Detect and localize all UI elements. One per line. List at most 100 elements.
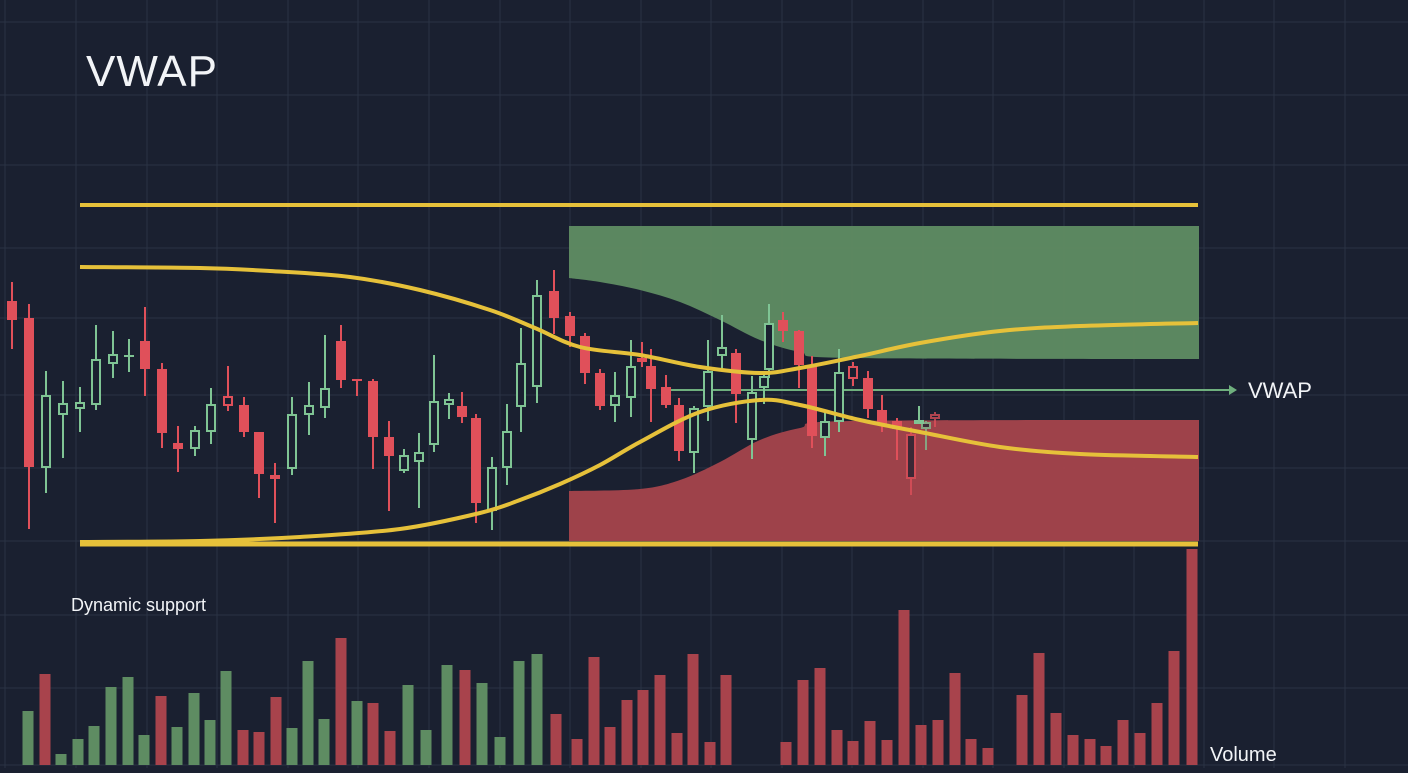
candle — [807, 356, 817, 448]
arrow-right-icon — [1229, 385, 1237, 395]
candle — [239, 397, 249, 437]
candle-body — [336, 341, 346, 380]
candle-body — [41, 395, 51, 468]
volume-bar — [949, 673, 961, 765]
volume-bar — [797, 680, 809, 765]
volume-bar — [494, 737, 506, 765]
candle-body — [930, 414, 940, 419]
candle-body — [610, 395, 620, 406]
candle-body — [820, 421, 830, 438]
candle — [270, 463, 280, 523]
volume-bar — [1186, 549, 1198, 765]
candle — [747, 376, 757, 459]
candle-body — [399, 455, 409, 471]
candle-body — [747, 392, 757, 440]
candle — [173, 426, 183, 472]
candle — [287, 397, 297, 475]
volume-bar — [1084, 739, 1096, 765]
candle-body — [689, 408, 699, 453]
volume-bar — [831, 730, 843, 765]
volume-bar — [384, 731, 396, 765]
candle — [610, 372, 620, 422]
candle — [661, 375, 671, 408]
candle-body — [384, 437, 394, 456]
volume-bar — [155, 696, 167, 765]
volume-bar — [335, 638, 347, 765]
candle-body — [457, 406, 467, 417]
volume-bar — [1067, 735, 1079, 765]
candle-body — [157, 369, 167, 433]
candle — [778, 312, 788, 342]
candle-body — [190, 430, 200, 449]
candle — [674, 398, 684, 461]
candle-body — [646, 366, 656, 389]
volume-bar — [367, 703, 379, 765]
candle-body — [429, 401, 439, 445]
dynamic-support-label: Dynamic support — [71, 595, 207, 615]
candle-body — [778, 320, 788, 331]
volume-bar — [588, 657, 600, 765]
candle-body — [352, 379, 362, 381]
candle — [502, 404, 512, 485]
candle — [91, 325, 101, 410]
candle-body — [848, 366, 858, 379]
candle — [930, 412, 940, 427]
volume-bar — [88, 726, 100, 765]
volume-bar — [687, 654, 699, 765]
candle-body — [906, 434, 916, 479]
candle-body — [794, 331, 804, 365]
candle-body — [287, 414, 297, 469]
candle — [384, 421, 394, 511]
candle-body — [549, 291, 559, 318]
volume-bar — [220, 671, 232, 765]
volume-bar — [237, 730, 249, 765]
candle — [352, 379, 362, 396]
candle-body — [320, 388, 330, 408]
candle — [820, 410, 830, 456]
candle-body — [173, 443, 183, 449]
vwap-bands — [79, 203, 1199, 547]
candle — [794, 330, 804, 388]
volume-bar — [1134, 733, 1146, 765]
chart-title: VWAP — [86, 47, 218, 96]
candle — [532, 280, 542, 403]
candle — [717, 315, 727, 371]
volume-bar — [318, 719, 330, 765]
volume-bar — [637, 690, 649, 765]
candle-body — [516, 363, 526, 407]
candle — [7, 282, 17, 349]
candle-body — [580, 336, 590, 373]
candle — [124, 339, 134, 372]
volume-bar — [441, 665, 453, 765]
candle — [580, 333, 590, 384]
candle — [471, 414, 481, 523]
candle — [75, 387, 85, 432]
candle — [444, 393, 454, 419]
volume-bar — [39, 674, 51, 765]
volume-bar — [420, 730, 432, 765]
volume-bar — [402, 685, 414, 765]
candle-body — [834, 372, 844, 422]
volume-bar — [704, 742, 716, 765]
candle — [223, 366, 233, 411]
candle-body — [626, 366, 636, 398]
candle-body — [471, 418, 481, 503]
volume-bar — [531, 654, 543, 765]
candle-body — [444, 399, 454, 405]
candle-body — [270, 475, 280, 479]
candle-body — [532, 295, 542, 387]
volume-bar — [72, 739, 84, 765]
candle — [646, 349, 656, 422]
candle-body — [502, 431, 512, 468]
volume-bar — [1016, 695, 1028, 765]
candle — [863, 371, 873, 418]
volume-bar — [550, 714, 562, 765]
volume-bar — [1117, 720, 1129, 765]
candle-body — [661, 387, 671, 405]
volume-bar — [302, 661, 314, 765]
candle — [190, 426, 200, 456]
candle-body — [124, 355, 134, 357]
volume-bar — [1033, 653, 1045, 765]
candle-body — [304, 405, 314, 415]
